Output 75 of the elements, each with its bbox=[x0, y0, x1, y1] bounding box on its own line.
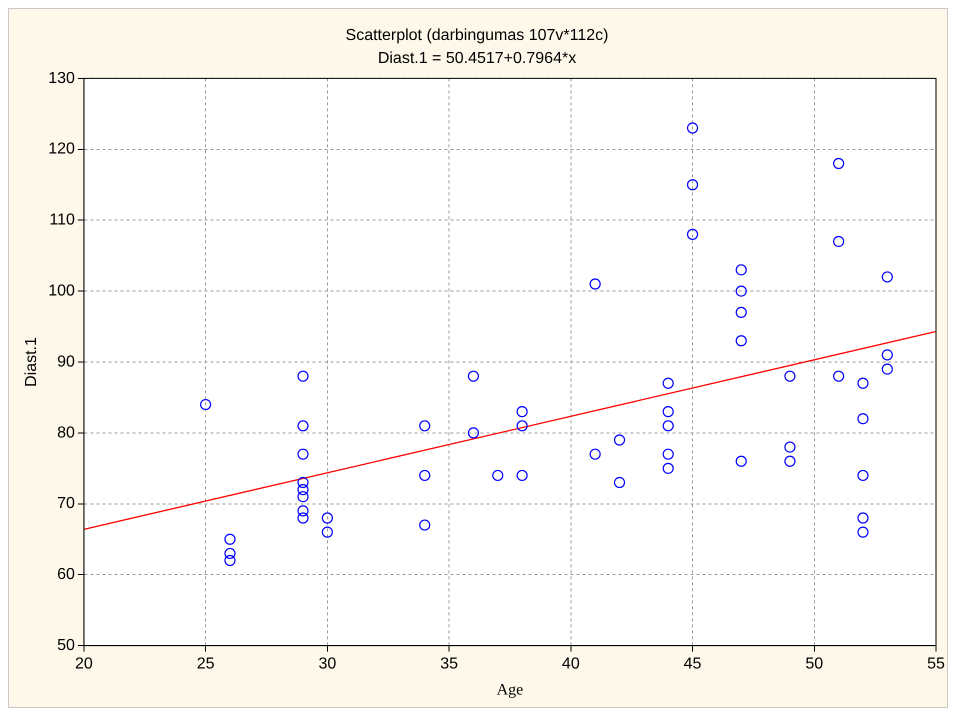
point bbox=[590, 278, 601, 290]
point bbox=[784, 456, 796, 467]
point bbox=[297, 476, 309, 488]
x-tick-label: 35 bbox=[440, 656, 458, 673]
point bbox=[224, 554, 236, 566]
point bbox=[833, 370, 844, 382]
point bbox=[322, 512, 333, 524]
point bbox=[857, 512, 869, 524]
point bbox=[784, 441, 796, 453]
point bbox=[662, 378, 674, 389]
point bbox=[736, 264, 747, 276]
point bbox=[590, 448, 601, 460]
point bbox=[857, 470, 869, 482]
chart-title: Scatterplot (darbingumas 107v*112c) bbox=[346, 27, 608, 44]
point bbox=[882, 363, 893, 375]
point bbox=[662, 420, 674, 432]
point bbox=[686, 228, 698, 240]
point bbox=[614, 476, 626, 488]
point bbox=[686, 179, 698, 190]
x-tick-label: 45 bbox=[684, 656, 702, 673]
point bbox=[297, 505, 309, 516]
point bbox=[882, 271, 893, 283]
y-tick-label: 120 bbox=[48, 140, 75, 158]
point bbox=[297, 370, 309, 382]
point bbox=[857, 378, 869, 389]
y-tick-label: 100 bbox=[48, 282, 75, 300]
point bbox=[736, 306, 747, 318]
point bbox=[322, 526, 333, 538]
point bbox=[224, 534, 236, 545]
point bbox=[297, 491, 309, 502]
point bbox=[200, 398, 212, 410]
point bbox=[662, 448, 674, 460]
point bbox=[882, 349, 893, 361]
point bbox=[662, 462, 674, 474]
point bbox=[516, 406, 528, 418]
point bbox=[857, 526, 869, 538]
y-tick-label: 130 bbox=[48, 70, 75, 87]
y-tick-label: 80 bbox=[57, 424, 75, 442]
x-tick-label: 20 bbox=[74, 656, 93, 673]
x-axis-title: Age bbox=[496, 682, 524, 699]
point bbox=[833, 158, 844, 170]
point bbox=[419, 519, 430, 531]
point bbox=[516, 420, 528, 432]
point bbox=[833, 236, 844, 248]
point bbox=[516, 470, 528, 482]
point bbox=[419, 470, 430, 482]
point bbox=[736, 286, 747, 297]
y-tick-label: 60 bbox=[57, 566, 75, 584]
point bbox=[784, 370, 796, 382]
point bbox=[614, 434, 626, 446]
x-tick-label: 40 bbox=[562, 656, 580, 673]
point bbox=[468, 427, 480, 438]
point bbox=[468, 370, 480, 382]
point bbox=[419, 420, 430, 432]
point bbox=[297, 420, 309, 432]
x-tick-label: 55 bbox=[927, 656, 945, 673]
point bbox=[224, 548, 236, 560]
point bbox=[297, 448, 309, 460]
y-tick-label: 110 bbox=[49, 212, 75, 229]
point bbox=[736, 456, 747, 467]
chart-subtitle: Diast.1 = 50.4517+0.7964*x bbox=[378, 50, 576, 68]
x-tick-label: 25 bbox=[196, 656, 215, 673]
x-tick-label: 30 bbox=[318, 656, 336, 673]
point bbox=[736, 335, 747, 346]
y-tick-label: 90 bbox=[57, 353, 75, 370]
y-axis-title: Diast.1 bbox=[23, 337, 40, 387]
x-tick-label: 50 bbox=[805, 656, 824, 673]
y-tick-label: 70 bbox=[57, 495, 75, 512]
point bbox=[686, 122, 698, 134]
y-tick-label: 50 bbox=[57, 637, 75, 654]
point bbox=[662, 406, 674, 418]
point bbox=[297, 512, 309, 524]
point bbox=[492, 470, 504, 482]
point bbox=[297, 484, 309, 496]
point bbox=[857, 413, 869, 424]
